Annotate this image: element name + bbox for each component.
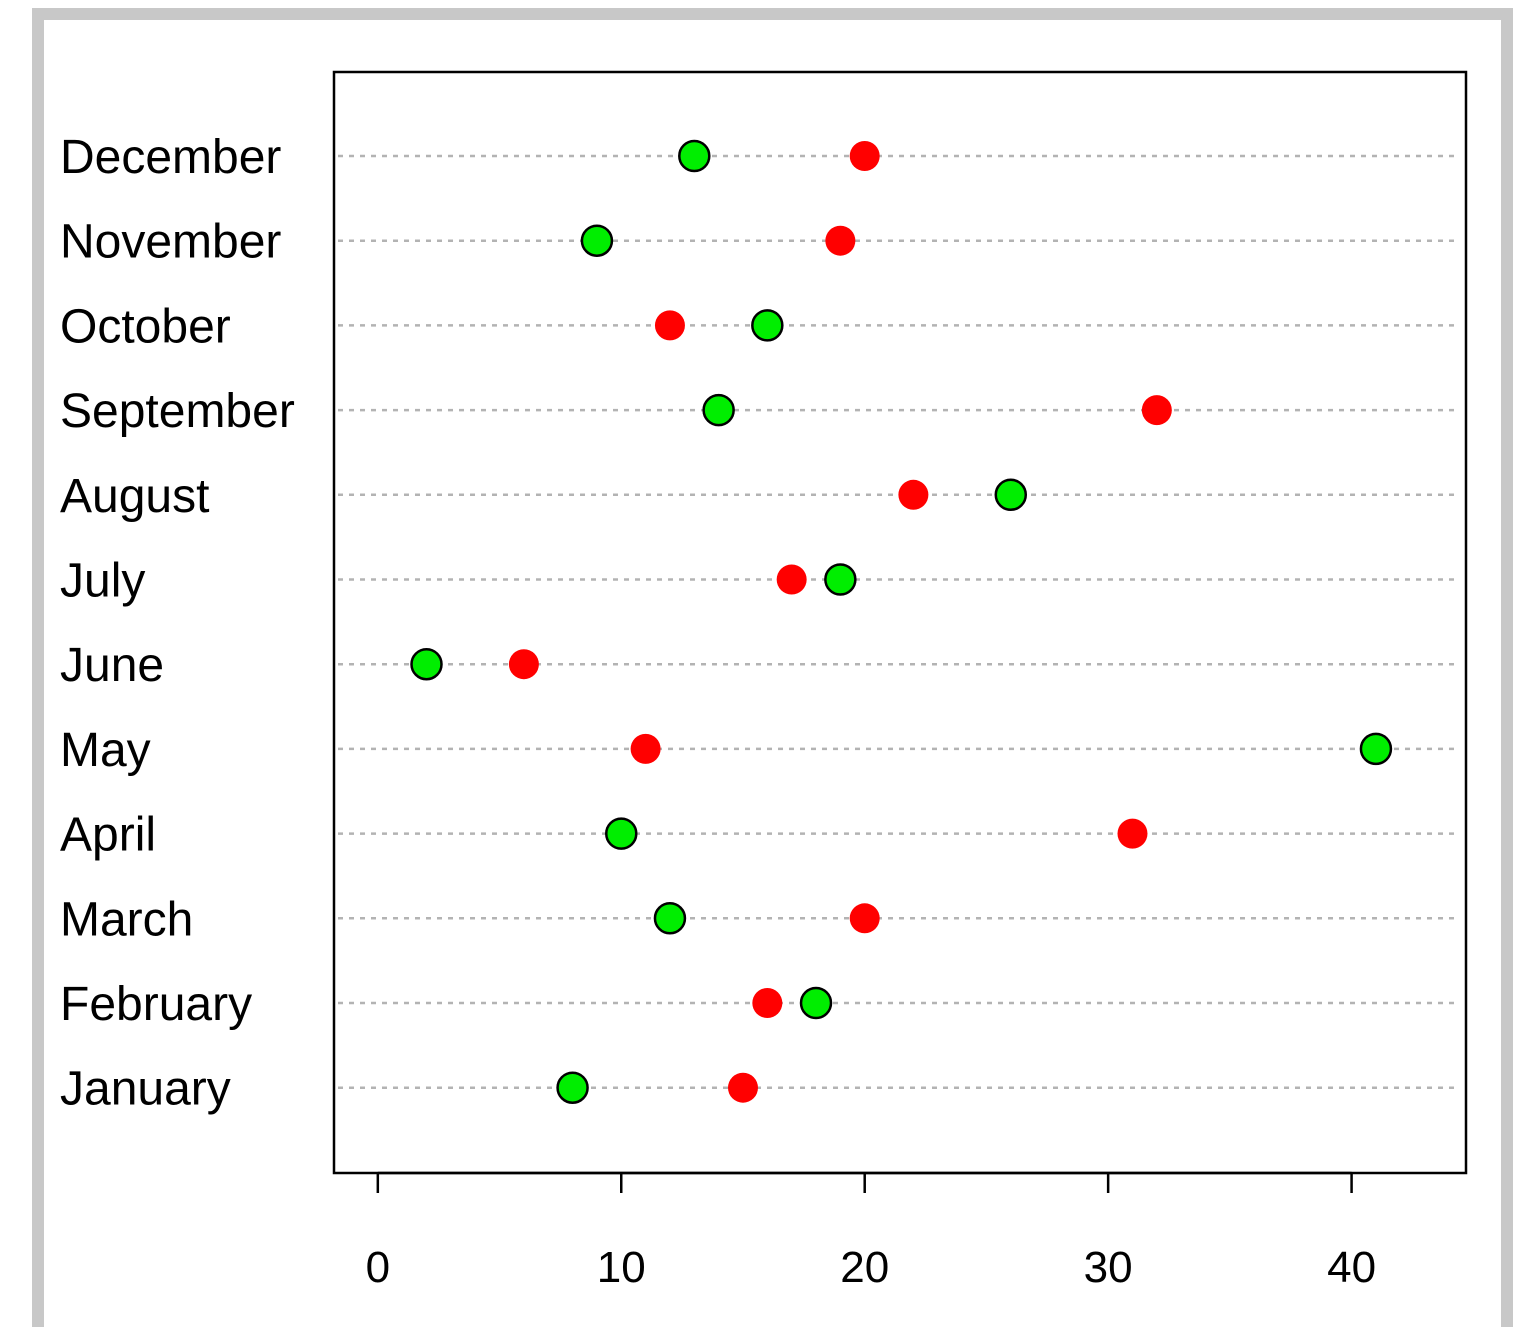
point-series2-october <box>751 309 784 342</box>
x-tick-label-20: 20 <box>840 1243 889 1292</box>
point-series1-march <box>849 903 880 934</box>
category-label-october: October <box>60 300 231 353</box>
category-label-july: July <box>60 555 145 608</box>
plot-area-border <box>332 70 1468 1175</box>
point-series1-october <box>654 310 685 341</box>
category-label-august: August <box>60 470 209 523</box>
category-label-december: December <box>60 131 281 184</box>
x-tick-label-0: 0 <box>366 1243 390 1292</box>
point-series2-december <box>678 139 711 173</box>
point-series1-may <box>630 733 661 764</box>
point-series1-december <box>849 141 880 171</box>
category-labels: January February March April May June July Augu… <box>60 131 295 1116</box>
point-series1-november <box>825 225 856 256</box>
category-label-january: January <box>60 1063 231 1116</box>
x-tick-label-40: 40 <box>1327 1243 1376 1292</box>
category-label-september: September <box>60 385 295 438</box>
point-series2-september <box>702 393 735 427</box>
point-series2-april <box>605 817 638 850</box>
point-series1-january <box>727 1072 758 1103</box>
category-label-may: May <box>60 724 151 777</box>
point-series2-january <box>556 1071 589 1104</box>
category-label-november: November <box>60 216 281 269</box>
point-series1-february <box>752 988 783 1018</box>
x-axis: 0 10 20 30 40 <box>366 1171 1376 1292</box>
data-points <box>410 139 1393 1104</box>
chart-frame <box>32 8 1513 1327</box>
point-series2-march <box>653 902 687 935</box>
point-series2-june <box>410 647 443 681</box>
point-series1-june <box>508 649 539 680</box>
point-series1-july <box>776 564 807 595</box>
x-tick-label-10: 10 <box>597 1243 646 1292</box>
category-label-february: February <box>60 978 252 1031</box>
category-label-june: June <box>60 639 164 692</box>
point-series2-february <box>799 986 833 1020</box>
x-tick-label-30: 30 <box>1084 1243 1133 1292</box>
point-series1-august <box>898 479 929 510</box>
point-series2-july <box>824 563 857 596</box>
category-label-march: March <box>60 893 193 946</box>
point-series1-april <box>1117 818 1148 849</box>
point-series2-may <box>1359 732 1393 766</box>
point-series2-november <box>580 224 614 257</box>
category-label-april: April <box>60 809 156 862</box>
grid-lines <box>338 154 1458 1089</box>
point-series2-august <box>994 478 1028 512</box>
point-series1-september <box>1141 395 1172 426</box>
